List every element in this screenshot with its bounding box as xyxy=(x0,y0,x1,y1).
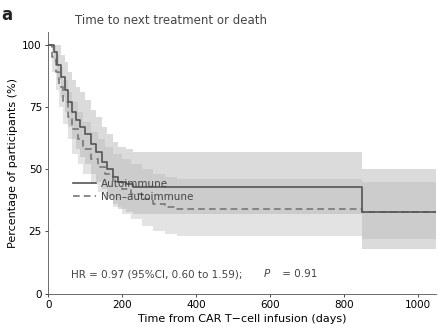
Autoimmune xyxy=(304,185,309,189)
Non–autoimmune xyxy=(81,147,86,151)
Autoimmune xyxy=(88,142,93,146)
Autoimmune xyxy=(55,63,60,67)
Autoimmune xyxy=(123,182,128,186)
Autoimmune xyxy=(156,185,162,189)
Text: a: a xyxy=(2,6,13,24)
Non–autoimmune xyxy=(415,210,420,213)
Autoimmune xyxy=(360,210,365,213)
Autoimmune xyxy=(267,185,272,189)
Autoimmune xyxy=(201,185,206,189)
Autoimmune xyxy=(230,185,236,189)
Non–autoimmune xyxy=(356,207,361,211)
Autoimmune xyxy=(46,43,51,47)
Non–autoimmune xyxy=(267,207,272,211)
Autoimmune xyxy=(62,88,67,92)
Y-axis label: Percentage of participants (%): Percentage of participants (%) xyxy=(8,78,18,248)
Autoimmune xyxy=(93,150,99,154)
Non–autoimmune xyxy=(304,207,309,211)
Non–autoimmune xyxy=(57,85,62,89)
Non–autoimmune xyxy=(230,207,236,211)
Line: Autoimmune: Autoimmune xyxy=(48,45,436,212)
Non–autoimmune xyxy=(162,205,167,209)
Autoimmune xyxy=(110,175,116,179)
Autoimmune xyxy=(105,167,110,171)
Non–autoimmune xyxy=(433,210,439,213)
Line: Non–autoimmune: Non–autoimmune xyxy=(48,45,436,212)
Non–autoimmune xyxy=(140,197,145,201)
Autoimmune xyxy=(58,75,64,79)
Autoimmune xyxy=(142,185,147,189)
Autoimmune xyxy=(341,185,346,189)
Non–autoimmune xyxy=(46,43,51,47)
Autoimmune xyxy=(77,125,82,129)
Non–autoimmune xyxy=(49,55,54,59)
Autoimmune xyxy=(175,185,180,189)
Non–autoimmune xyxy=(193,207,198,211)
Non–autoimmune xyxy=(212,207,217,211)
Non–autoimmune xyxy=(103,172,108,176)
Non–autoimmune xyxy=(360,210,365,213)
Text: Time to next treatment or death: Time to next treatment or death xyxy=(75,14,267,27)
Autoimmune xyxy=(70,110,75,114)
Autoimmune xyxy=(116,180,121,184)
Autoimmune xyxy=(415,210,420,213)
Autoimmune xyxy=(99,160,105,164)
Non–autoimmune xyxy=(60,100,66,104)
Non–autoimmune xyxy=(151,202,156,206)
Autoimmune xyxy=(51,50,56,54)
Non–autoimmune xyxy=(75,137,80,141)
Non–autoimmune xyxy=(66,115,71,119)
Non–autoimmune xyxy=(175,207,180,211)
Autoimmune xyxy=(82,132,88,136)
Autoimmune xyxy=(73,118,78,121)
Legend: Autoimmune, Non–autoimmune: Autoimmune, Non–autoimmune xyxy=(73,179,193,202)
Non–autoimmune xyxy=(70,127,75,131)
Non–autoimmune xyxy=(110,180,116,184)
X-axis label: Time from CAR T−cell infusion (days): Time from CAR T−cell infusion (days) xyxy=(138,314,346,324)
Text: = 0.91: = 0.91 xyxy=(279,269,317,279)
Non–autoimmune xyxy=(119,187,124,191)
Non–autoimmune xyxy=(95,165,101,169)
Autoimmune xyxy=(433,210,439,213)
Text: $P$: $P$ xyxy=(264,267,272,279)
Non–autoimmune xyxy=(53,70,58,74)
Non–autoimmune xyxy=(128,192,134,196)
Autoimmune xyxy=(66,100,71,104)
Text: HR = 0.97 (95%CI, 0.60 to 1.59);: HR = 0.97 (95%CI, 0.60 to 1.59); xyxy=(71,269,246,279)
Non–autoimmune xyxy=(88,157,93,161)
Non–autoimmune xyxy=(341,207,346,211)
Autoimmune xyxy=(358,185,363,189)
Autoimmune xyxy=(130,185,136,189)
